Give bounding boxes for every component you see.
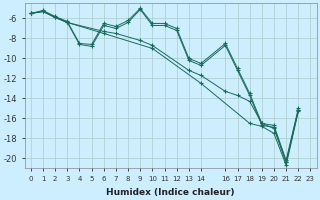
X-axis label: Humidex (Indice chaleur): Humidex (Indice chaleur) — [106, 188, 235, 197]
